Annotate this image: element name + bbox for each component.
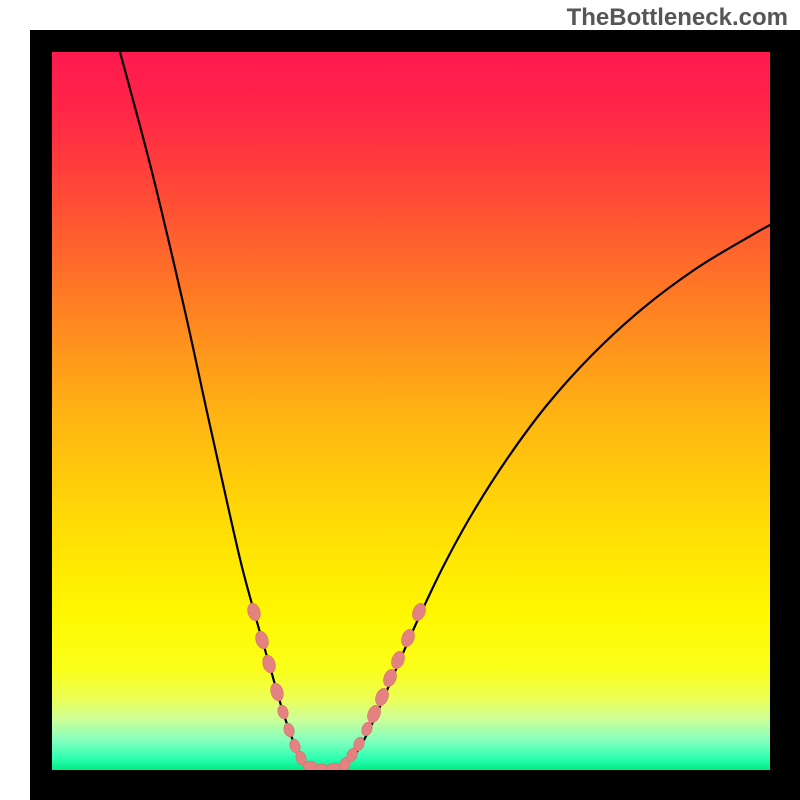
plot-area	[52, 52, 770, 770]
plot-svg	[52, 52, 770, 770]
canvas: TheBottleneck.com	[0, 0, 800, 800]
gradient-background	[52, 52, 770, 770]
watermark-text: TheBottleneck.com	[567, 4, 788, 32]
